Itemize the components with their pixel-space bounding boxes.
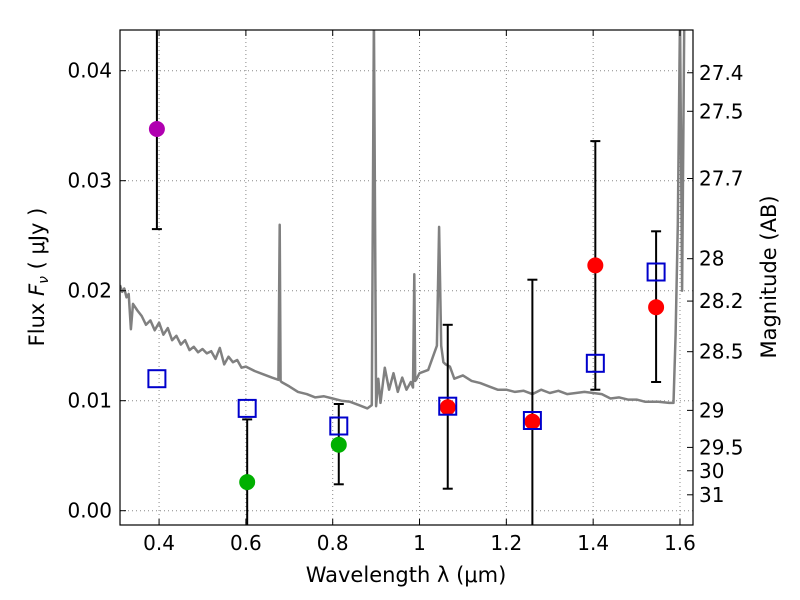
y-axis-title: Flux Fν ( μJy ) bbox=[25, 208, 52, 347]
model-photometry-square bbox=[522, 411, 542, 430]
x-tick-label: 1.6 bbox=[664, 531, 696, 555]
model-photometry-square bbox=[329, 416, 349, 436]
x-tick-label: 1.4 bbox=[577, 531, 609, 555]
grid-lines bbox=[120, 30, 693, 525]
axis-ticks: 0.4 0.6 0.8 1 1.2 1.4 1.6 0.00 0.01 0.02 0.03 0.04 2… bbox=[67, 30, 744, 555]
mag-tick-label: 28 bbox=[699, 247, 724, 271]
y-axis-title-suffix: ( μJy ) bbox=[25, 208, 49, 276]
observed-red-point bbox=[439, 399, 456, 416]
mag-tick-label: 27.7 bbox=[699, 166, 744, 190]
observed-red-point bbox=[587, 257, 604, 274]
observed-red-point bbox=[648, 299, 665, 316]
model-spectrum-line bbox=[120, 30, 686, 410]
observed-magenta-point bbox=[148, 121, 165, 137]
y-axis-title-prefix: Flux bbox=[25, 296, 49, 346]
x-axis-title: Wavelength λ (μm) bbox=[306, 563, 507, 587]
model-photometry-square bbox=[438, 396, 458, 416]
x-tick-label: 1.2 bbox=[490, 531, 522, 555]
y-tick-label: 0.00 bbox=[67, 499, 112, 523]
y2-axis-title: Magnitude (AB) bbox=[757, 195, 781, 358]
model-photometry-square bbox=[147, 369, 167, 389]
mag-tick-label: 28.5 bbox=[699, 340, 744, 364]
plot-area bbox=[120, 30, 686, 525]
x-tick-label: 0.4 bbox=[143, 531, 175, 555]
x-tick-label: 0.8 bbox=[317, 531, 349, 555]
y-tick-label: 0.03 bbox=[67, 169, 112, 193]
model-photometry-square bbox=[646, 262, 666, 282]
y-axis-title-subscript: ν bbox=[36, 276, 52, 284]
mag-tick-label: 29 bbox=[699, 398, 724, 422]
y-tick-label: 0.02 bbox=[67, 279, 112, 303]
y-axis-title-symbol: F bbox=[25, 283, 49, 296]
x-tick-label: 0.6 bbox=[230, 531, 262, 555]
mag-tick-label: 30 bbox=[699, 459, 724, 483]
model-photometry-square bbox=[585, 353, 605, 373]
mag-tick-label: 31 bbox=[699, 483, 724, 507]
mag-tick-label: 28.2 bbox=[699, 289, 744, 313]
observed-green-point bbox=[239, 474, 256, 491]
x-tick-label: 1 bbox=[413, 531, 426, 555]
mag-tick-label: 27.4 bbox=[699, 61, 744, 85]
y-tick-label: 0.04 bbox=[67, 59, 112, 83]
mag-tick-label: 27.5 bbox=[699, 99, 744, 123]
mag-tick-label: 29.5 bbox=[699, 435, 744, 459]
observed-green-point bbox=[330, 436, 347, 453]
observed-red-point bbox=[524, 413, 541, 430]
plot-frame bbox=[119, 29, 694, 526]
y-tick-label: 0.01 bbox=[67, 389, 112, 413]
model-photometry-square bbox=[237, 398, 257, 418]
